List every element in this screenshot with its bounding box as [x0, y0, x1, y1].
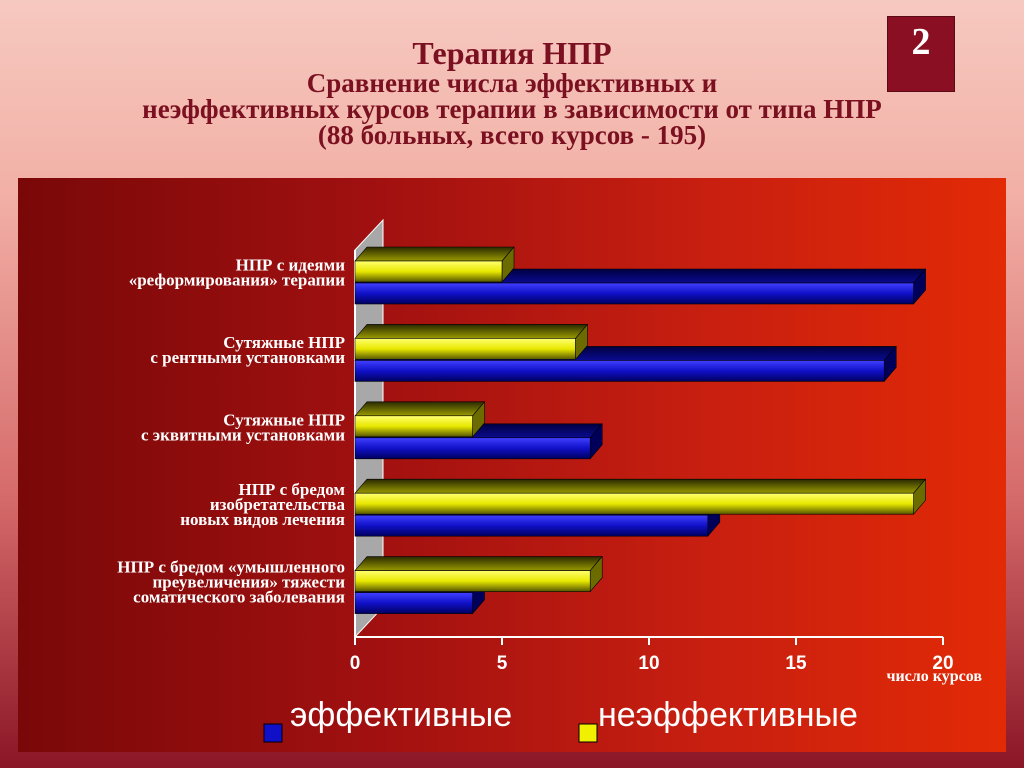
bar-ineffective [354, 415, 473, 438]
bar-ineffective [354, 492, 914, 515]
slide-subtitle-line-3: (88 больных, всего курсов - 195) [317, 120, 707, 150]
bar-ineffective-top [354, 324, 589, 339]
x-tick-label: 0 [350, 653, 361, 674]
bar-ineffective [354, 260, 503, 283]
x-tick-label: 15 [785, 653, 807, 674]
x-tick-label: 10 [638, 653, 659, 674]
legend-swatch-ineffective [578, 723, 598, 743]
category-label: новых видов лечения [180, 510, 345, 529]
category-label: «реформирования» терапии [129, 271, 346, 290]
category-label: преувеличения» тяжести [153, 573, 346, 592]
slide-title: Терапия НПР [412, 35, 612, 71]
category-label: НПР с бредом «умышленного [117, 558, 345, 577]
category-label: соматического заболевания [133, 588, 345, 607]
bar-ineffective-top [354, 556, 603, 571]
page-number-badge: 2 [887, 16, 955, 92]
slide-subtitle-line-1: Сравнение числа эффективных и [306, 68, 718, 98]
x-axis-title: число курсов [886, 668, 982, 685]
bar-ineffective-top [354, 478, 927, 494]
bar-effective [354, 514, 709, 537]
x-tick-label: 5 [497, 653, 508, 674]
legend-label-effective: эффективные [290, 696, 513, 734]
bar-ineffective [354, 570, 591, 592]
category-label: НПР с бредом [238, 480, 345, 499]
slide-subtitle-line-2: неэффективных курсов терапии в зависимос… [142, 94, 882, 124]
category-label: с рентными установками [150, 348, 345, 367]
category-label: изобретательства [210, 495, 346, 514]
bar-ineffective-top [354, 246, 515, 262]
category-label: с эквитными установками [141, 425, 345, 444]
category-label: Сутяжные НПР [223, 410, 345, 429]
bar-effective [354, 592, 473, 614]
slide-title-block: Терапия НПР Сравнение числа эффективных … [0, 35, 1024, 150]
category-label: Сутяжные НПР [223, 333, 345, 352]
bar-effective [354, 437, 591, 460]
legend-label-ineffective: неэффективные [598, 696, 858, 734]
bar-effective [354, 360, 885, 382]
bar-ineffective [354, 338, 576, 360]
category-label: НПР с идеями [236, 256, 346, 275]
legend-swatch-effective [263, 723, 283, 743]
bar-effective [354, 282, 914, 305]
bar-ineffective-top [354, 401, 486, 417]
x-tick-label: 20 [932, 653, 953, 674]
